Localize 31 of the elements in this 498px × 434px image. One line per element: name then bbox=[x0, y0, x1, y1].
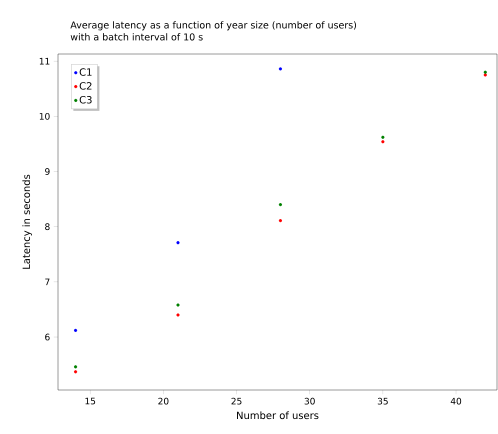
point bbox=[74, 328, 78, 332]
point bbox=[278, 67, 282, 70]
x-axis-title: Number of users bbox=[237, 411, 318, 420]
point bbox=[74, 370, 78, 374]
point bbox=[484, 73, 487, 77]
point bbox=[381, 140, 384, 144]
y-tick-label: 6 bbox=[45, 334, 50, 340]
point bbox=[176, 313, 180, 317]
x-tick-label: 35 bbox=[378, 398, 388, 405]
legend-label: C3 bbox=[80, 96, 92, 104]
point bbox=[176, 303, 180, 307]
y-tick-label: 7 bbox=[45, 278, 50, 286]
y-axis-title: Latency in seconds bbox=[22, 174, 32, 269]
x-tick-label: 15 bbox=[85, 398, 96, 404]
y-tick-label: 9 bbox=[45, 168, 50, 175]
point bbox=[74, 365, 78, 368]
legend-label: C1 bbox=[80, 68, 92, 76]
x-tick-label: 40 bbox=[450, 398, 462, 405]
x-tick-label: 25 bbox=[231, 398, 242, 405]
y-tick-label: 8 bbox=[45, 223, 50, 230]
y-tick-label: 11 bbox=[40, 58, 50, 64]
point bbox=[278, 219, 282, 222]
point bbox=[381, 136, 384, 139]
point bbox=[484, 70, 487, 74]
point bbox=[278, 203, 282, 206]
point bbox=[176, 241, 180, 244]
x-tick-label: 30 bbox=[304, 398, 315, 405]
legend-label: C2 bbox=[80, 82, 92, 90]
y-tick-label: 10 bbox=[40, 112, 50, 120]
chart-title: Average latency as a function of year size (number of users) with a batch interval of 10 s bbox=[70, 21, 356, 41]
x-tick-label: 20 bbox=[158, 398, 168, 405]
